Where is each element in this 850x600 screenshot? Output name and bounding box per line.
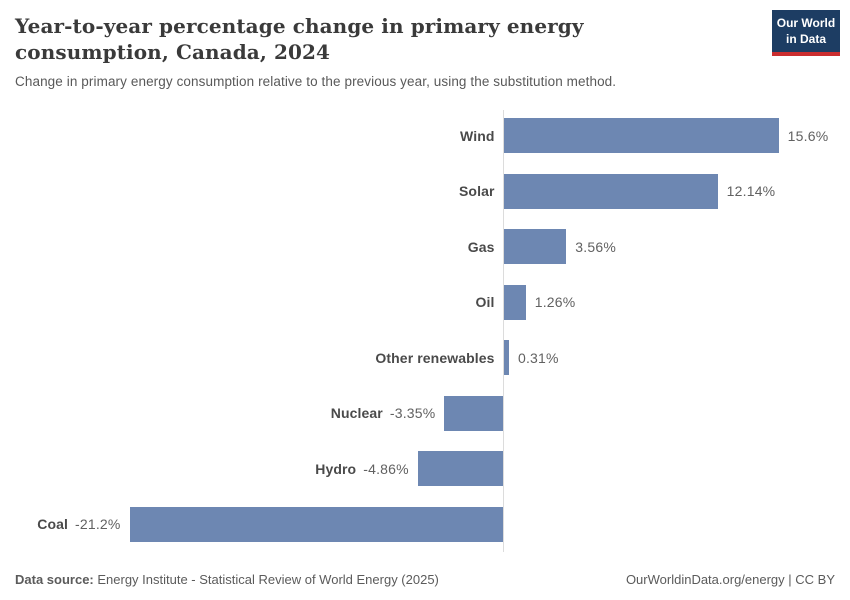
owid-logo[interactable]: Our World in Data <box>772 10 840 57</box>
value-label: -3.35% <box>389 405 436 421</box>
bar-label-group-wind: Wind <box>460 118 494 153</box>
chart-header: Year-to-year percentage change in primar… <box>15 13 755 89</box>
bar-hydro[interactable] <box>417 451 504 486</box>
bar-other-renewables[interactable] <box>503 340 509 375</box>
value-label: 1.26% <box>534 294 576 310</box>
bar-label-group-solar: Solar <box>459 174 495 209</box>
owid-logo-line2: in Data <box>785 31 826 46</box>
chart-footer: Data source: Energy Institute - Statisti… <box>15 572 835 587</box>
bar-oil[interactable] <box>503 284 526 320</box>
category-label: Hydro <box>315 460 357 477</box>
value-label: 0.31% <box>517 349 559 366</box>
bar-label-group-hydro: Hydro -4.86% <box>315 451 409 486</box>
zero-axis-line <box>503 110 504 552</box>
value-label: 12.14% <box>726 183 776 199</box>
category-label: Wind <box>460 127 495 144</box>
bar-coal[interactable] <box>129 506 504 542</box>
data-source-note: Data source: Energy Institute - Statisti… <box>15 572 439 587</box>
bar-label-group-oil: Oil <box>476 285 495 320</box>
category-label: Other renewables <box>375 349 495 366</box>
credit-link[interactable]: OurWorldinData.org/energy | CC BY <box>625 572 835 587</box>
bar-wind[interactable] <box>503 118 779 153</box>
chart-title: Year-to-year percentage change in primar… <box>15 14 584 65</box>
chart-subtitle: Change in primary energy consumption rel… <box>15 73 617 89</box>
bar-label-group-coal: Coal -21.2% <box>37 507 120 542</box>
bar-gas[interactable] <box>503 229 567 264</box>
bar-solar[interactable] <box>503 173 718 209</box>
category-label: Coal <box>37 516 68 532</box>
bar-label-group-nuclear: Nuclear -3.35% <box>331 396 436 431</box>
bar-label-group-gas: Gas <box>468 229 495 264</box>
value-label: -21.2% <box>74 516 121 532</box>
data-source-text: Energy Institute - Statistical Review of… <box>93 572 439 587</box>
category-label: Solar <box>458 183 495 199</box>
value-label: 15.6% <box>787 127 829 144</box>
bar-nuclear[interactable] <box>444 395 504 431</box>
value-label: -4.86% <box>363 460 409 477</box>
bar-chart: Wind 15.6% Solar 12.14% Gas 3.56% Oil 1.26% Othe… <box>0 108 850 552</box>
data-source-label: Data source: <box>15 572 94 587</box>
category-label: Gas <box>467 238 495 255</box>
category-label: Oil <box>475 294 495 310</box>
bar-label-group-other-renewables: Other renewables <box>375 340 494 375</box>
category-label: Nuclear <box>330 405 383 421</box>
owid-logo-line1: Our World <box>776 16 836 30</box>
value-label: 3.56% <box>575 238 616 255</box>
